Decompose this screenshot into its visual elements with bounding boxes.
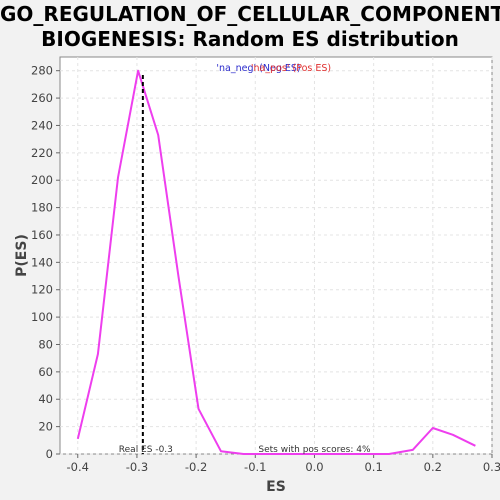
y-tick-label: 60 [38,365,53,379]
plot-area [59,56,493,455]
y-tick-label: 240 [31,118,53,132]
legend-pos-label: 'na_pos' (Pos ES) [251,63,331,74]
series-line [76,69,476,455]
y-axis-title: P(ES) [14,234,30,277]
y-tick-label: 80 [38,337,53,351]
chart-title-line1: GO_REGULATION_OF_CELLULAR_COMPONENT_ [0,2,500,26]
y-tick-label: 200 [31,173,53,187]
y-tick-label: 20 [38,420,53,434]
y-tick-label: 180 [31,201,53,215]
pos-scores-label: Sets with pos scores: 4% [258,445,371,455]
y-tick-label: 0 [46,447,53,461]
grid-lines [60,57,493,455]
annotations: Real ES -0.3 Sets with pos scores: 4% [119,75,371,455]
chart-title-line2: BIOGENESIS: Random ES distribution [41,27,459,51]
y-tick-label: 260 [31,91,53,105]
x-tick-label: -0.1 [244,460,266,474]
x-tick-label: -0.3 [126,460,148,474]
axes: 0 20 40 60 80 100 120 140 160 180 200 220 240 260 280 -… [31,64,500,474]
y-tick-label: 40 [38,392,53,406]
y-tick-label: 280 [31,64,53,78]
x-tick-label: -0.4 [67,460,89,474]
y-tick-label: 140 [31,255,53,269]
x-tick-label: 0.3 [483,460,500,474]
x-axis-title: ES [266,479,286,495]
real-es-label: Real ES -0.3 [119,445,173,455]
chart-title: GO_REGULATION_OF_CELLULAR_COMPONENT_ BIO… [0,2,500,52]
series-layer [76,69,476,455]
y-tick-label: 160 [31,228,53,242]
y-tick-label: 120 [31,283,53,297]
legend-neg-label: 'na_neg' (Neg ES) [216,63,300,74]
x-tick-label: 0.0 [305,460,323,474]
legend: 'na_neg' (Neg ES) 'na_pos' (Pos ES) [216,63,331,74]
y-tick-label: 100 [31,310,53,324]
x-tick-label: -0.2 [185,460,207,474]
x-tick-label: 0.1 [364,460,382,474]
x-tick-label: 0.2 [424,460,442,474]
y-tick-label: 220 [31,146,53,160]
